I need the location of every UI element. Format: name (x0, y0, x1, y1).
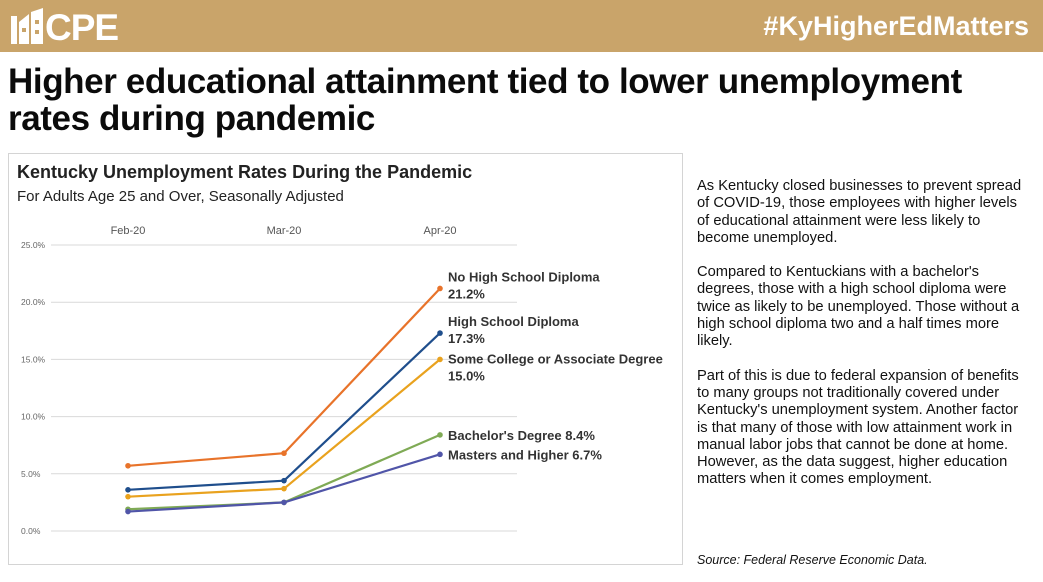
data-point-high-school-diploma (281, 477, 287, 484)
x-tick-label: Apr-20 (423, 225, 456, 237)
data-point-some-college-or-associate-degree (281, 485, 287, 492)
data-point-high-school-diploma (437, 330, 443, 336)
chart-panel: 0.0% 5.0% 10.0% 15.0% 20.0% 25.0% Feb-20 Mar-20… (8, 153, 683, 565)
series-label-no-high-school-diploma: 21.2% (448, 286, 485, 301)
logo-text: CPE (45, 7, 119, 48)
series-label-no-high-school-diploma: No High School Diploma (448, 269, 600, 284)
series-label-bachelor-s-degree: Bachelor's Degree 8.4% (448, 428, 595, 443)
data-point-masters-and-higher (281, 499, 287, 506)
series-label-high-school-diploma: 17.3% (448, 331, 485, 346)
cpe-logo-icon (11, 8, 43, 44)
data-point-high-school-diploma (125, 487, 131, 493)
page-headline: Higher educational attainment tied to lo… (8, 62, 962, 138)
source-note: Source: Federal Reserve Economic Data. (697, 553, 928, 567)
y-tick-label: 10.0% (21, 412, 46, 422)
series-line-some-college-or-associate-degree (127, 358, 441, 498)
x-tick-label: Feb-20 (111, 225, 146, 237)
data-point-no-high-school-diploma (281, 450, 287, 457)
data-point-some-college-or-associate-degree (125, 493, 131, 500)
explanation-paragraph-2: Compared to Kentuckians with a bachelor'… (697, 264, 1020, 350)
series-label-some-college-or-associate-degree: 15.0% (448, 368, 485, 383)
data-point-masters-and-higher (125, 508, 131, 515)
data-point-some-college-or-associate-degree (437, 356, 443, 363)
explanation-text: As Kentucky closed businesses to prevent… (697, 178, 1032, 506)
series-label-some-college-or-associate-degree: Some College or Associate Degree (448, 351, 663, 366)
series-label-masters-and-higher: Masters and Higher 6.7% (448, 447, 602, 462)
line-chart: 0.0% 5.0% 10.0% 15.0% 20.0% 25.0% Feb-20 Mar-20… (21, 225, 663, 536)
data-point-masters-and-higher (437, 451, 443, 458)
data-point-no-high-school-diploma (125, 462, 131, 469)
series-line-bachelor-s-degree (127, 433, 441, 511)
series-label-high-school-diploma: High School Diploma (448, 314, 579, 329)
y-tick-label: 0.0% (21, 526, 41, 536)
y-tick-label: 20.0% (21, 297, 46, 307)
data-point-bachelor-s-degree (437, 432, 443, 438)
hashtag: #KyHigherEdMatters (763, 11, 1029, 41)
y-tick-label: 15.0% (21, 354, 46, 364)
data-point-no-high-school-diploma (437, 285, 443, 292)
x-tick-label: Mar-20 (267, 225, 302, 237)
explanation-paragraph-3: Part of this is due to federal expansion… (697, 367, 1019, 488)
y-tick-label: 5.0% (21, 469, 41, 479)
header-banner: CPE #KyHigherEdMatters (0, 0, 1043, 52)
chart-title: Kentucky Unemployment Rates During the P… (17, 162, 473, 182)
series-line-high-school-diploma (127, 332, 441, 491)
cpe-logo[interactable]: CPE (9, 6, 129, 48)
explanation-paragraph-1: As Kentucky closed businesses to prevent… (697, 178, 1022, 246)
y-tick-label: 25.0% (21, 240, 46, 250)
chart-subtitle: For Adults Age 25 and Over, Seasonally A… (17, 188, 344, 205)
